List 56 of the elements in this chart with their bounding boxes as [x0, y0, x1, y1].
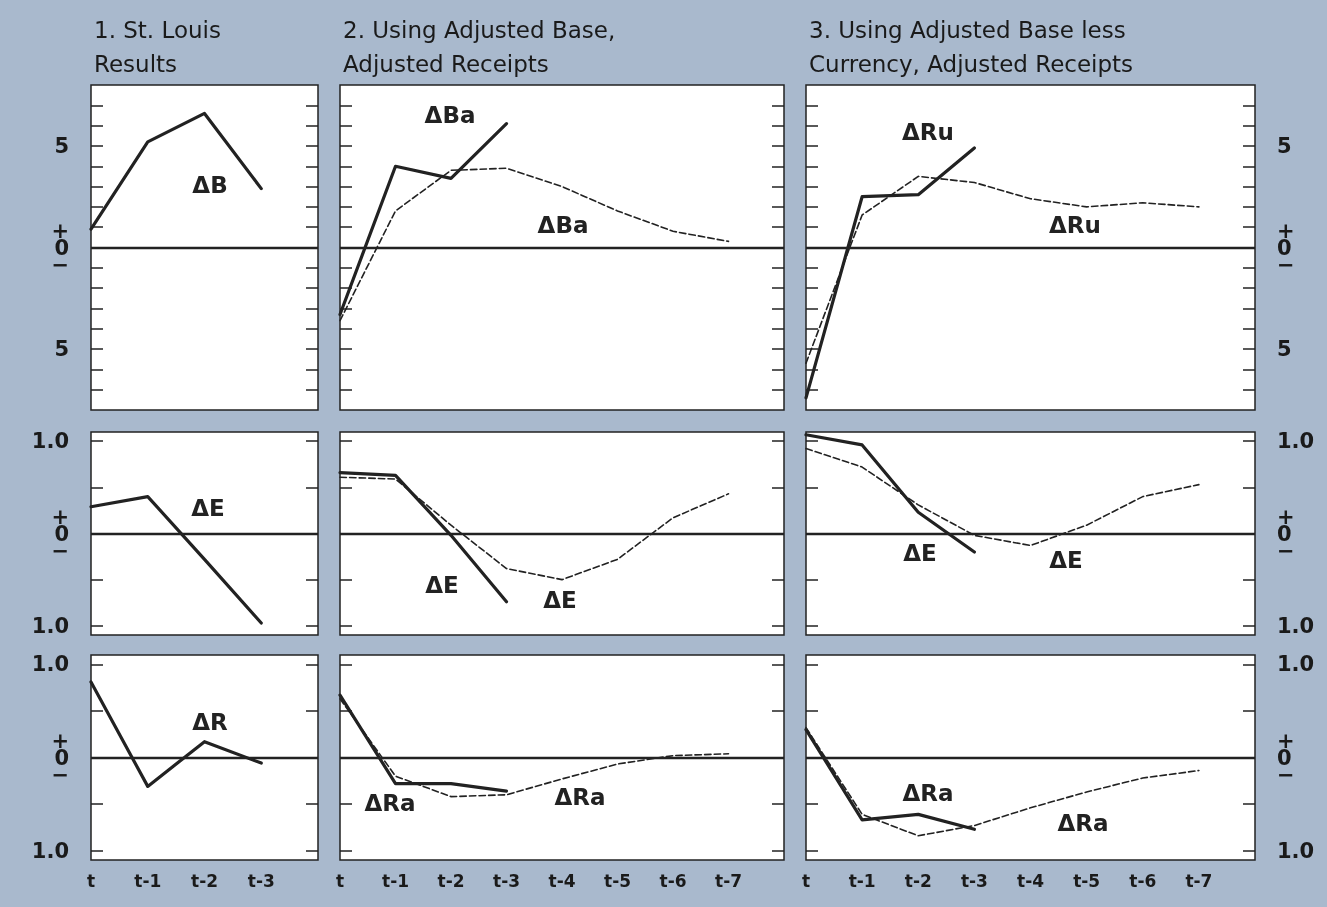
- series-label: ΔRu: [902, 119, 954, 145]
- y-tick-label: + 0 −: [1277, 504, 1295, 563]
- x-tick-label: t-3: [492, 870, 521, 891]
- y-tick-label: 1.0: [31, 429, 69, 454]
- series-label: ΔRa: [1057, 810, 1109, 836]
- x-tick-label: t-5: [1073, 870, 1101, 891]
- x-tick-label: t: [801, 870, 811, 891]
- y-tick-label: + 0 −: [1277, 218, 1295, 277]
- y-tick-label: 1.0: [31, 652, 69, 677]
- y-tick-label: + 0 −: [51, 218, 69, 277]
- x-tick-label: t-7: [714, 870, 743, 891]
- series-label: ΔE: [903, 540, 937, 566]
- series-label: ΔBa: [424, 102, 476, 128]
- x-tick-label: t-1: [381, 870, 410, 891]
- y-tick-label: 5: [54, 337, 69, 362]
- series-label: ΔE: [425, 572, 459, 598]
- chart-title: 1. St. Louis Results: [94, 17, 229, 77]
- y-tick-label: 1.0: [1277, 838, 1315, 863]
- x-tick-label: t-6: [659, 870, 687, 891]
- y-tick-label: + 0 −: [51, 728, 69, 787]
- x-tick-label: t-2: [904, 870, 932, 891]
- chart-title: 2. Using Adjusted Base, Adjusted Receipts: [343, 17, 623, 77]
- x-tick-label: t-1: [848, 870, 876, 891]
- series-label: ΔRa: [554, 784, 606, 810]
- series-label: ΔR: [192, 709, 229, 735]
- series-label: ΔB: [192, 172, 228, 198]
- y-tick-label: 1.0: [31, 838, 69, 863]
- chart-title: 3. Using Adjusted Base less Currency, Adjusted Receipts: [809, 17, 1134, 77]
- y-tick-label: 5: [1277, 337, 1292, 362]
- y-tick-label: 1.0: [1277, 613, 1315, 638]
- x-tick-label: t-4: [1016, 870, 1045, 891]
- y-tick-label: 5: [54, 133, 69, 158]
- x-tick-label: t: [335, 870, 345, 891]
- y-tick-label: 1.0: [1277, 652, 1315, 677]
- series-label: ΔE: [191, 495, 225, 521]
- series-label: ΔRa: [364, 790, 416, 816]
- series-label: ΔE: [1049, 547, 1083, 573]
- y-tick-label: 1.0: [31, 613, 69, 638]
- series-label: ΔBa: [537, 212, 589, 238]
- x-tick-label: t: [86, 870, 96, 891]
- x-tick-label: t-1: [134, 870, 162, 891]
- x-tick-label: t-4: [548, 870, 576, 891]
- series-label: ΔE: [543, 587, 577, 613]
- y-tick-label: + 0 −: [51, 504, 69, 563]
- y-tick-label: 1.0: [1277, 429, 1315, 454]
- x-tick-label: t-2: [190, 870, 219, 891]
- x-tick-label: t-2: [437, 870, 465, 891]
- series-label: ΔRu: [1049, 212, 1101, 238]
- y-tick-label: + 0 −: [1277, 728, 1295, 787]
- x-tick-label: t-6: [1129, 870, 1157, 891]
- x-tick-label: t-7: [1185, 870, 1213, 891]
- x-tick-label: t-5: [603, 870, 632, 891]
- series-label: ΔRa: [902, 780, 954, 806]
- x-tick-label: t-3: [960, 870, 988, 891]
- x-tick-label: t-3: [247, 870, 275, 891]
- y-tick-label: 5: [1277, 133, 1292, 158]
